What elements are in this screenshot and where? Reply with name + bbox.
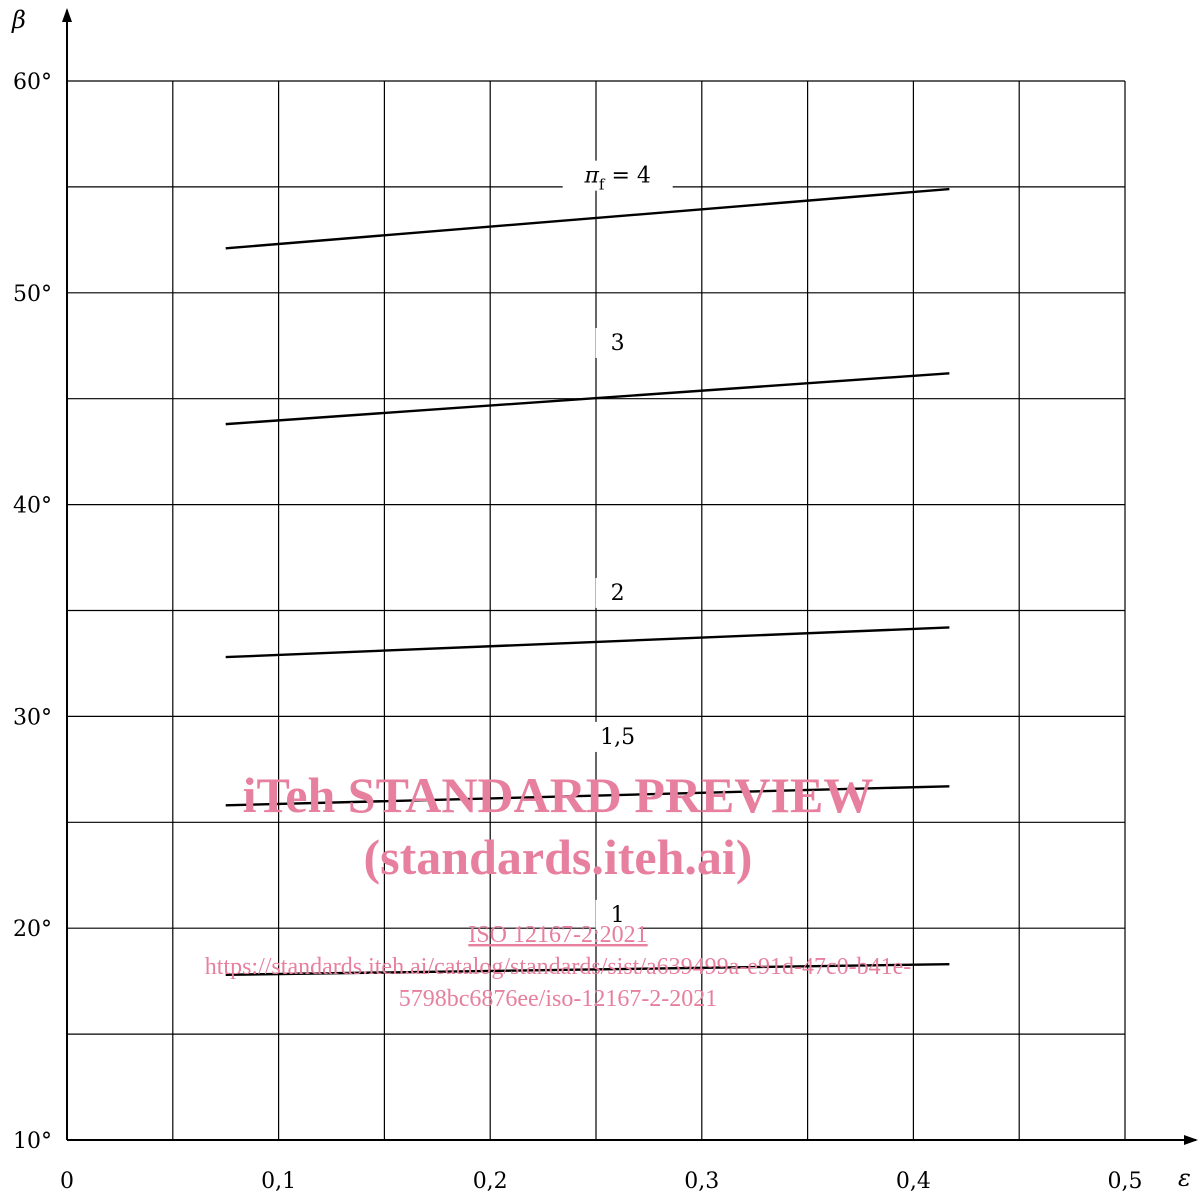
y-tick-label: 10°	[13, 1129, 52, 1154]
y-tick-label: 20°	[13, 917, 52, 942]
x-tick-label: 0,2	[473, 1169, 508, 1194]
series-label-background	[581, 721, 654, 752]
series-label-4: πf = 4	[583, 164, 650, 194]
watermark-doc-link[interactable]: ISO 12167-2:2021	[468, 922, 647, 948]
x-axis-label: ε	[1178, 1164, 1191, 1192]
x-tick-label: 0,5	[1108, 1169, 1143, 1194]
y-tick-label: 60°	[13, 70, 52, 95]
x-tick-label: 0,4	[896, 1169, 931, 1194]
y-tick-label: 30°	[13, 705, 52, 730]
series-line-3	[225, 372, 950, 426]
y-tick-label: 40°	[13, 494, 52, 519]
x-tick-label: 0	[60, 1169, 74, 1194]
tick-labels: 0 0,1 0,2 0,3 0,4 0,5 10° 20° 30° 40° 50° 60°	[13, 70, 1143, 1194]
watermark-site: (standards.iteh.ai)	[364, 829, 753, 885]
series-line-4	[225, 187, 950, 250]
grid	[67, 80, 1126, 1140]
watermark-title: iTeh STANDARD PREVIEW	[243, 767, 874, 823]
series-line-1-5	[225, 785, 950, 807]
series-label-2: 2	[611, 581, 625, 606]
watermark: iTeh STANDARD PREVIEW (standards.iteh.ai…	[205, 767, 912, 1012]
series-labels: πf = 4 3 2 1,5 1	[562, 160, 673, 930]
series-label-background	[595, 577, 640, 608]
y-tick-label: 50°	[13, 282, 52, 307]
watermark-url-line-1[interactable]: https://standards.iteh.ai/catalog/standa…	[205, 954, 912, 980]
axes	[62, 8, 1198, 1145]
series-label-background	[562, 160, 673, 191]
series-label-3: 3	[611, 331, 625, 356]
x-tick-label: 0,1	[261, 1169, 296, 1194]
y-axis-label: β	[11, 6, 26, 34]
series-label-background	[595, 327, 640, 358]
series-line-2	[225, 626, 950, 659]
watermark-url-line-2[interactable]: 5798bc6876ee/iso-12167-2-2021	[399, 986, 718, 1012]
series-label-1-5: 1,5	[600, 725, 635, 750]
x-tick-label: 0,3	[684, 1169, 719, 1194]
series-lines	[225, 187, 950, 976]
series-label-1: 1	[611, 903, 625, 928]
series-line-1	[225, 963, 950, 976]
series-label-background	[595, 899, 640, 930]
